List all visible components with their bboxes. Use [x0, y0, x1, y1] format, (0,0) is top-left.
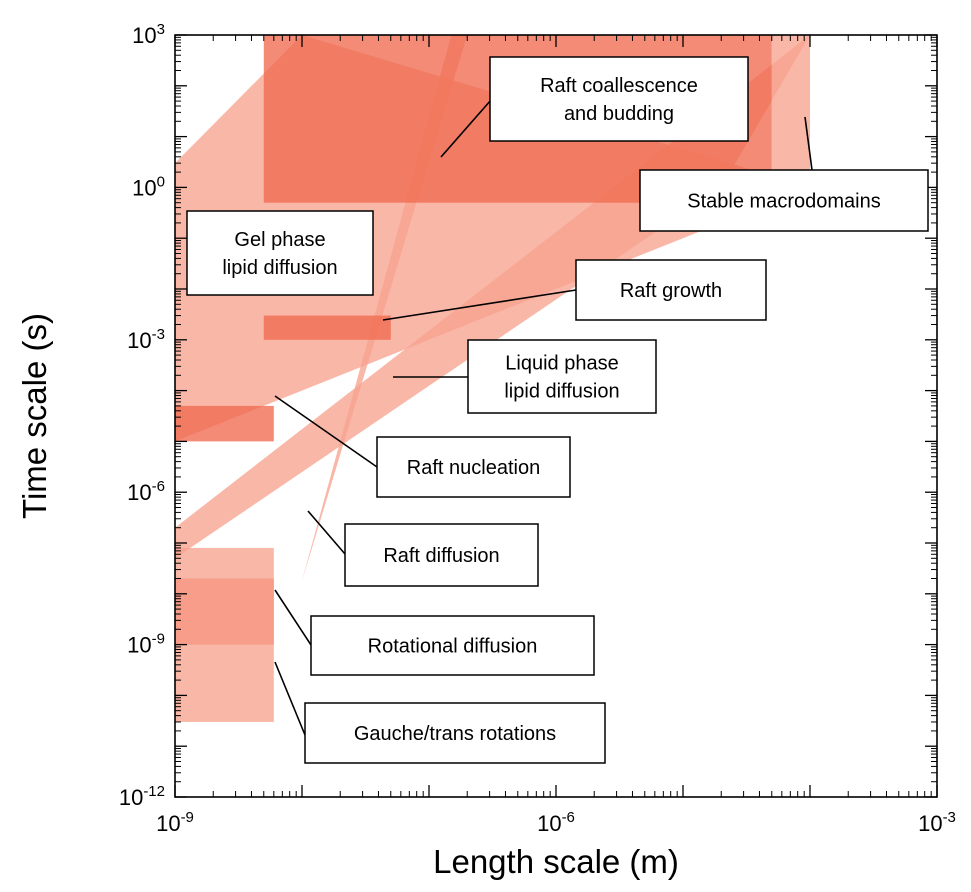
- annotation-raft-nucleation: Raft nucleation: [376, 436, 571, 498]
- x-axis-title: Length scale (m): [433, 843, 679, 880]
- y-tick-label: 103: [132, 21, 165, 48]
- x-tick-label: 10-9: [156, 809, 194, 836]
- leader-lines-layer: [274, 99, 813, 736]
- annotation-text: Gel phase: [234, 229, 325, 251]
- y-axis-title: Time scale (s): [16, 313, 53, 519]
- leader-raft-coallescence-and-budding: [440, 99, 492, 158]
- region-raft-nucleation: [175, 405, 274, 442]
- y-tick-label: 10-9: [127, 631, 165, 658]
- annotation-text: lipid diffusion: [222, 257, 337, 279]
- annotation-labels-layer: Raft coallescence and budding Stable macro…: [186, 56, 929, 764]
- x-tick-label: 10-3: [918, 809, 956, 836]
- y-tick-label: 10-6: [127, 478, 165, 505]
- annotation-box: [489, 56, 749, 142]
- annotation-raft-coallescence-and-budding: Raft coallescence and budding: [489, 56, 749, 142]
- annotation-text: and budding: [564, 103, 674, 125]
- annotation-raft-diffusion: Raft diffusion: [344, 523, 539, 587]
- annotation-text: lipid diffusion: [504, 381, 619, 403]
- annotation-raft-growth: Raft growth: [575, 259, 767, 321]
- leader-raft-diffusion: [307, 510, 346, 555]
- annotation-text: Raft growth: [620, 280, 722, 302]
- region-gauche-trans-rotations: [175, 547, 274, 722]
- x-tick-label: 10-6: [537, 809, 575, 836]
- annotation-text: Gauche/trans rotations: [354, 723, 556, 745]
- annotation-rotational-diffusion: Rotational diffusion: [310, 615, 595, 676]
- leader-rotational-diffusion: [274, 589, 312, 646]
- leader-raft-nucleation: [274, 395, 378, 468]
- y-tick-label: 10-12: [119, 783, 165, 810]
- y-tick-label: 10-3: [127, 326, 165, 353]
- annotation-box: [376, 436, 571, 498]
- annotation-text: Stable macrodomains: [687, 191, 880, 213]
- leader-gauche-trans-rotations: [274, 661, 306, 736]
- leader-raft-growth: [382, 289, 577, 321]
- annotation-text: Raft nucleation: [407, 457, 540, 479]
- annotation-box: [344, 523, 539, 587]
- annotation-text: Raft coallescence: [540, 75, 698, 97]
- annotation-liquid-phase-lipid-diffusion: Liquid phase lipid diffusion: [467, 339, 657, 414]
- annotation-box: [467, 339, 657, 414]
- y-tick-label: 100: [132, 173, 165, 200]
- annotation-text: Rotational diffusion: [368, 636, 538, 658]
- leader-stable-macrodomains: [804, 116, 813, 171]
- annotation-gel-phase-lipid-diffusion: Gel phase lipid diffusion: [186, 210, 374, 296]
- annotation-gauche-trans-rotations: Gauche/trans rotations: [304, 702, 606, 764]
- annotation-stable-macrodomains: Stable macrodomains: [639, 169, 929, 232]
- annotation-box: [310, 615, 595, 676]
- region-raft-growth: [263, 315, 391, 340]
- annotation-box: [186, 210, 374, 296]
- annotation-box: [304, 702, 606, 764]
- annotation-box: [575, 259, 767, 321]
- annotation-text: Liquid phase: [505, 353, 618, 375]
- annotation-box: [639, 169, 929, 232]
- annotation-text: Raft diffusion: [383, 545, 499, 567]
